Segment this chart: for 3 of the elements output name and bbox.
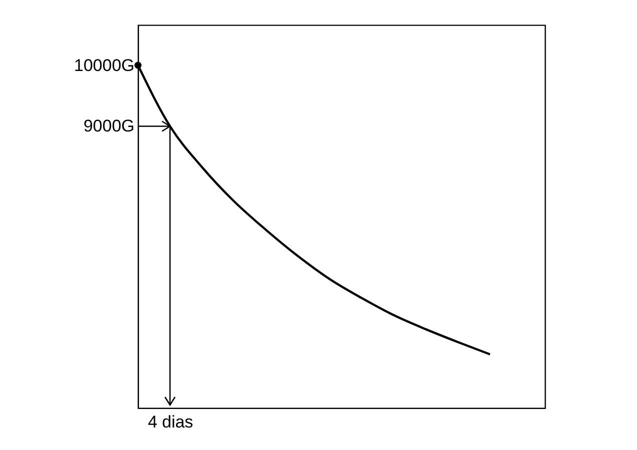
x-tick-label: 4 dias	[148, 412, 194, 432]
y-tick-label: 9000G	[83, 116, 134, 136]
y-tick-label: 10000G	[74, 56, 134, 75]
